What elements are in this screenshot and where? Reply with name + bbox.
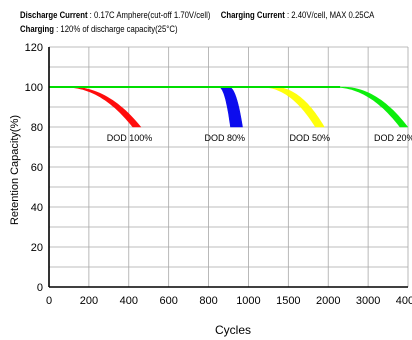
y-tick-label: 80 bbox=[31, 122, 43, 134]
series-band-dod-100 bbox=[63, 86, 142, 128]
x-tick-label: 2000 bbox=[316, 295, 340, 307]
chart-header-line-1: Discharge Current : 0.17C Amphere(cut-of… bbox=[20, 10, 374, 20]
y-tick-label: 20 bbox=[31, 242, 43, 254]
charging-label: Charging bbox=[20, 24, 54, 34]
y-tick-label: 40 bbox=[31, 202, 43, 214]
y-tick-label: 100 bbox=[25, 82, 43, 94]
y-tick-label: 0 bbox=[37, 282, 43, 294]
series-label: DOD 80% bbox=[204, 133, 245, 143]
series-label: DOD 50% bbox=[289, 133, 330, 143]
series-label: DOD 100% bbox=[107, 133, 153, 143]
x-tick-label: 3000 bbox=[356, 295, 380, 307]
x-tick-label: 0 bbox=[46, 295, 52, 307]
series-label: DOD 20% bbox=[374, 133, 412, 143]
series-band-dod-80 bbox=[218, 86, 243, 128]
series-band-dod-50 bbox=[260, 86, 325, 128]
x-tick-label: 200 bbox=[80, 295, 98, 307]
discharge-current-value: : 0.17C Amphere(cut-off 1.70V/cell) bbox=[87, 10, 211, 20]
x-tick-label: 1500 bbox=[276, 295, 300, 307]
y-tick-label: 60 bbox=[31, 162, 43, 174]
charging-value: : 120% of discharge capacity(25°C) bbox=[53, 24, 178, 34]
x-tick-label: 600 bbox=[159, 295, 177, 307]
charging-current-value: : 2.40V/cell, MAX 0.25CA bbox=[284, 10, 375, 20]
chart-header-line-2: Charging : 120% of discharge capacity(25… bbox=[20, 24, 178, 34]
series-band-dod-20 bbox=[332, 86, 409, 128]
x-tick-label: 800 bbox=[199, 295, 217, 307]
x-axis-label: Cycles bbox=[215, 323, 251, 337]
charging-current-label: Charging Current bbox=[220, 10, 285, 20]
discharge-current-label: Discharge Current bbox=[20, 10, 88, 20]
x-tick-label: 400 bbox=[120, 295, 138, 307]
y-axis-label: Retention Capacity(%) bbox=[9, 115, 21, 225]
x-tick-label: 1000 bbox=[236, 295, 260, 307]
x-tick-label: 4000 bbox=[396, 295, 412, 307]
y-tick-label: 120 bbox=[25, 42, 43, 54]
